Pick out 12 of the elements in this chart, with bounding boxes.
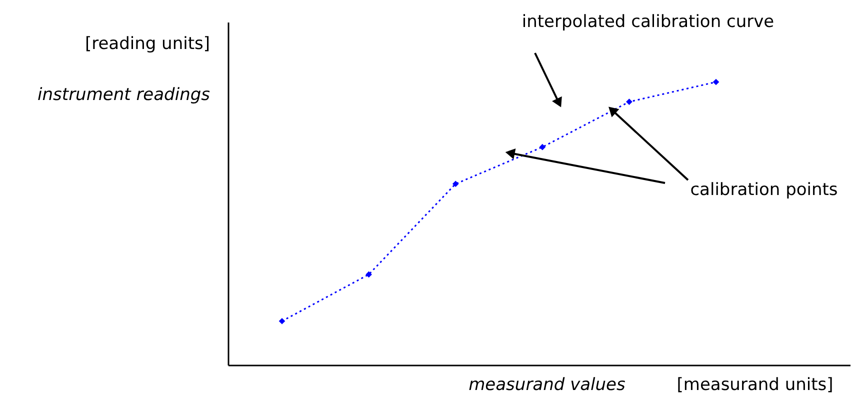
point	[626, 98, 632, 105]
annotation: calibration points	[690, 180, 838, 200]
text: [reading units]	[84, 34, 210, 54]
point	[712, 78, 720, 86]
point	[539, 144, 546, 150]
point	[452, 180, 459, 188]
point	[366, 271, 372, 278]
y-axis-title: instrument readings	[38, 85, 210, 105]
text: [measurand units]	[676, 375, 834, 395]
x-axis-title: measurand values	[468, 375, 626, 395]
point	[278, 318, 286, 324]
text: interpolated calibration curve	[522, 12, 774, 32]
